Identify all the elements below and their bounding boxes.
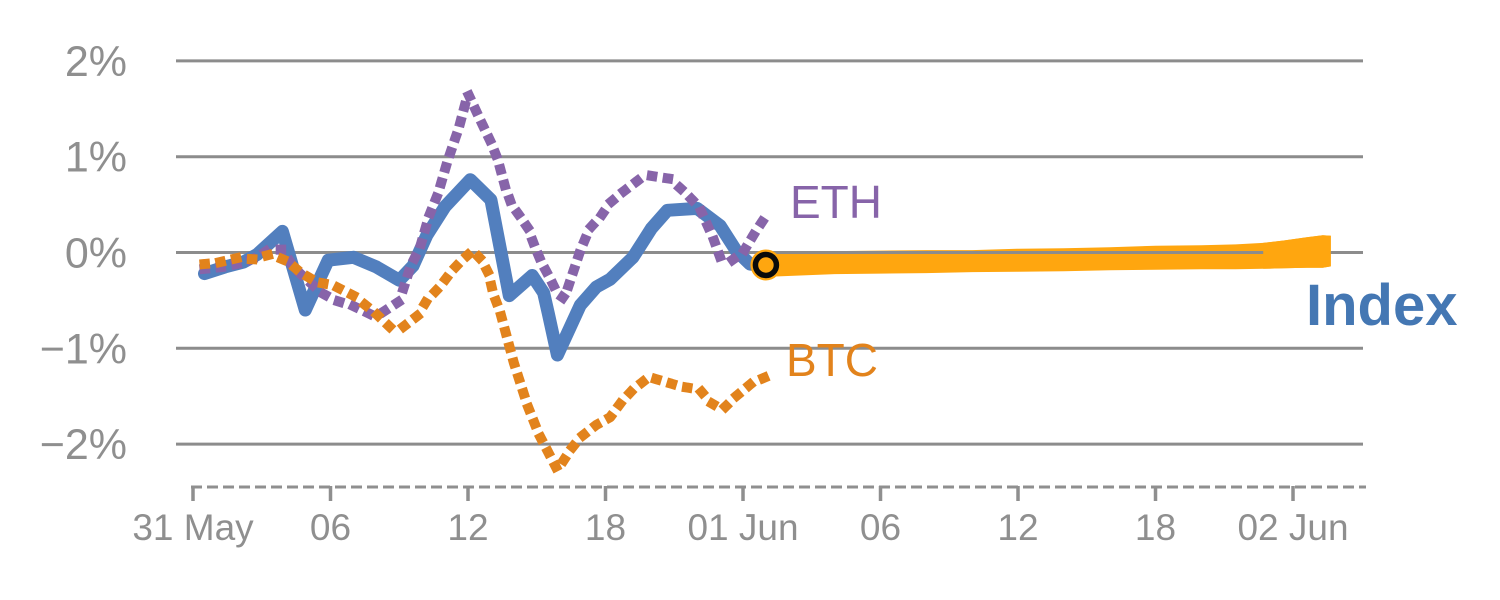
eth-line — [199, 88, 773, 319]
x-tick-label: 12 — [447, 507, 488, 548]
x-tick-label: 06 — [860, 507, 901, 548]
y-tick-label: −1% — [40, 325, 127, 373]
x-tick-label: 18 — [585, 507, 626, 548]
x-tick-label: 02 Jun — [1237, 507, 1348, 548]
x-tick-label: 31 May — [132, 507, 254, 548]
y-tick-label: 0% — [65, 230, 127, 278]
x-tick-label: 01 Jun — [687, 507, 798, 548]
x-tick-label: 18 — [1135, 507, 1176, 548]
forecast-marker-ring — [752, 251, 780, 279]
y-tick-label: 1% — [65, 134, 127, 182]
y-tick-label: −2% — [40, 421, 127, 469]
x-tick-label: 12 — [997, 507, 1038, 548]
index-forecast-band — [765, 235, 1331, 277]
x-tick-label: 06 — [310, 507, 351, 548]
btc-series-label: BTC — [786, 334, 878, 386]
y-tick-label: 2% — [65, 38, 127, 86]
eth-series-label: ETH — [790, 176, 882, 228]
index-line — [198, 173, 773, 362]
btc-line — [199, 245, 773, 475]
index-forecast-band-end — [1263, 235, 1331, 269]
index-series-label: Index — [1306, 273, 1458, 338]
